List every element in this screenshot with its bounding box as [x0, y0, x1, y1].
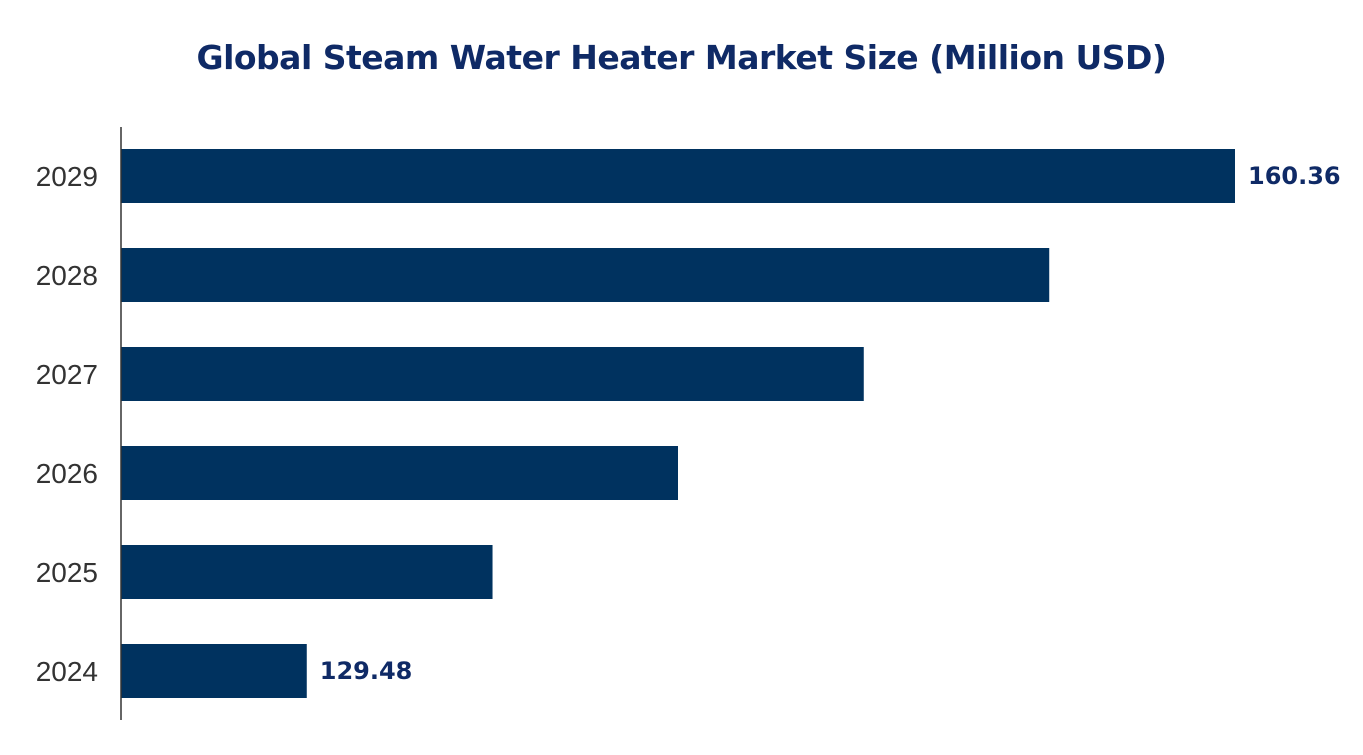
y-tick-label: 2026: [36, 458, 98, 489]
bar-2029: [121, 149, 1235, 203]
data-label-2024: 129.48: [320, 657, 413, 685]
data-label-2029: 160.36: [1248, 162, 1341, 190]
bar-2025: [121, 545, 493, 599]
chart-title: Global Steam Water Heater Market Size (M…: [196, 38, 1167, 77]
y-tick-label: 2025: [36, 557, 98, 588]
y-tick-label: 2028: [36, 260, 98, 291]
y-tick-label: 2027: [36, 359, 98, 390]
bar-2024: [121, 644, 307, 698]
y-tick-label: 2029: [36, 161, 98, 192]
bar-2027: [121, 347, 864, 401]
y-tick-label: 2024: [36, 656, 98, 687]
bar-2028: [121, 248, 1050, 302]
bar-2026: [121, 446, 678, 500]
